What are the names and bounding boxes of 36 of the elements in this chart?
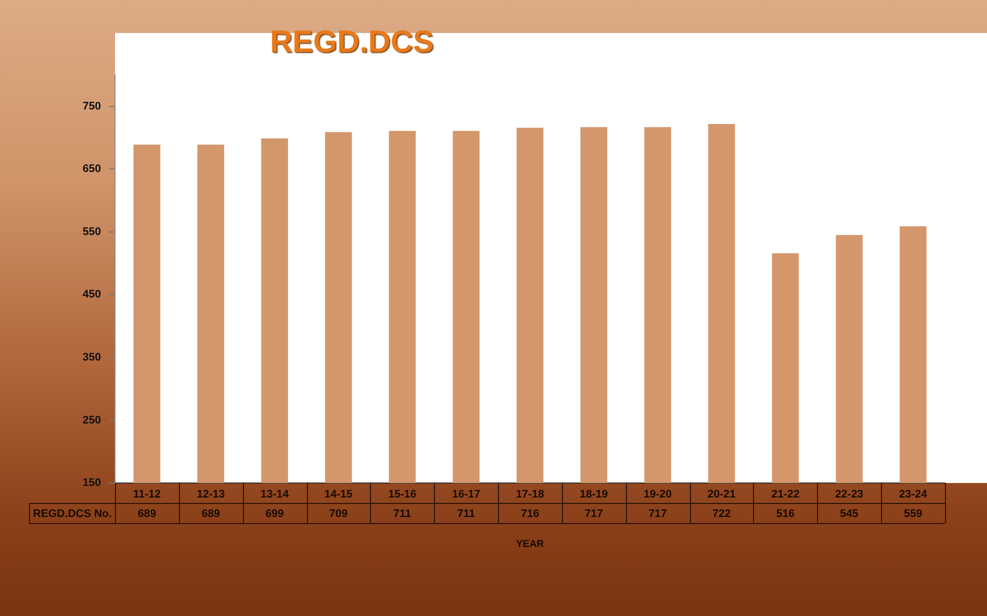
data-label: 545 [840, 508, 858, 520]
data-label: 559 [904, 508, 922, 520]
y-tick-label: 150 [82, 477, 101, 490]
data-label: 711 [457, 508, 476, 520]
data-label: 716 [520, 508, 540, 520]
x-tick-label: 12-13 [196, 488, 225, 501]
y-tick-label: 650 [82, 163, 101, 176]
data-label: 689 [138, 508, 156, 520]
x-tick-label: 22-23 [835, 488, 864, 501]
x-tick-label: 15-16 [388, 488, 416, 501]
x-tick-label: 14-15 [324, 488, 353, 501]
data-label: 717 [648, 508, 667, 520]
chart-title: REGD.DCS [270, 24, 434, 60]
x-axis-title: YEAR [516, 538, 545, 550]
x-tick-label: 18-19 [580, 488, 608, 501]
data-label: 722 [712, 508, 731, 520]
series-label: REGD.DCS No. [33, 508, 112, 520]
data-label: 516 [776, 508, 795, 520]
y-tick-label: 350 [82, 351, 101, 364]
x-tick-label: 16-17 [452, 488, 480, 501]
x-tick-label: 17-18 [516, 488, 544, 501]
data-label: 711 [393, 508, 412, 520]
data-label: 709 [329, 508, 348, 520]
data-label: 717 [584, 508, 604, 520]
y-tick-label: 750 [82, 100, 101, 112]
x-tick-label: 19-20 [644, 488, 672, 501]
x-tick-label: 21-22 [771, 488, 800, 501]
data-label: 699 [265, 508, 284, 520]
y-tick-label: 450 [82, 288, 101, 301]
x-tick-label: 11-12 [133, 488, 161, 501]
y-tick-label: 250 [82, 414, 101, 426]
y-tick-label: 550 [82, 226, 101, 238]
x-tick-label: 13-14 [260, 488, 290, 501]
x-tick-label: 20-21 [707, 488, 736, 501]
data-label: 689 [202, 508, 220, 520]
x-tick-label: 23-24 [899, 488, 928, 501]
